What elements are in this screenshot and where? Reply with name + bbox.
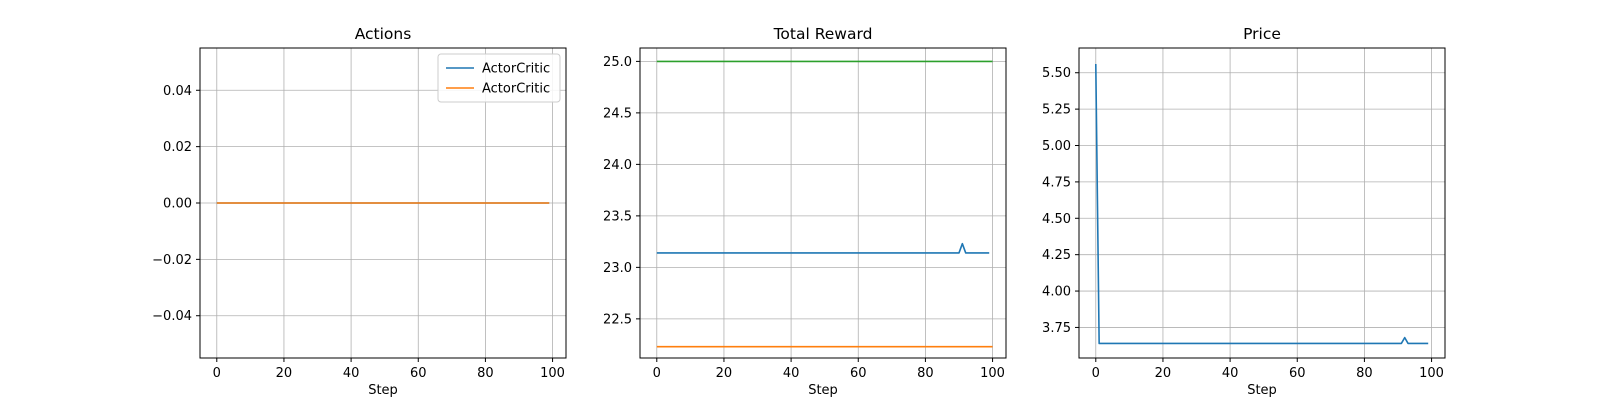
y-tick-label: 5.00 [1042, 139, 1071, 154]
chart-panels: 0 20 40 60 80 100 −0.04 −0.02 0.00 0.02 0.04 Action… [152, 25, 1446, 398]
x-tick-label: 100 [540, 366, 565, 381]
y-tick-label: 24.5 [603, 106, 632, 121]
x-axis-label: Step [1247, 383, 1277, 398]
y-tick-label: −0.02 [152, 253, 192, 268]
x-tick-label: 20 [276, 366, 293, 381]
x-tick-label: 40 [343, 366, 360, 381]
x-axis-label: Step [808, 383, 838, 398]
y-tick-label: 4.00 [1042, 285, 1071, 300]
y-tick-label: 4.75 [1042, 175, 1071, 190]
y-tick-label: 24.0 [603, 158, 632, 173]
y-tick-label: 0.04 [163, 84, 192, 99]
series-line [1094, 64, 1429, 345]
chart-title: Total Reward [773, 25, 873, 43]
series-line [656, 242, 990, 254]
x-tick-label: 0 [653, 366, 661, 381]
chart-title: Price [1243, 25, 1281, 43]
x-tick-label: 0 [213, 366, 221, 381]
x-tick-label: 0 [1092, 366, 1100, 381]
plot-frame [1078, 47, 1446, 359]
x-tick-label: 20 [716, 366, 733, 381]
x-tick-label: 60 [1289, 366, 1306, 381]
y-tick-label: 23.5 [603, 209, 632, 224]
y-tick-label: 25.0 [603, 55, 632, 70]
x-tick-label: 20 [1155, 366, 1172, 381]
x-tick-label: 100 [1419, 366, 1444, 381]
x-tick-label: 40 [783, 366, 800, 381]
x-tick-label: 60 [850, 366, 867, 381]
legend-box [437, 53, 561, 103]
x-tick-label: 60 [410, 366, 427, 381]
x-axis-label: Step [368, 383, 398, 398]
y-tick-label: 3.75 [1042, 321, 1071, 336]
chart-title: Actions [355, 25, 412, 43]
chart-total-reward: 0 20 40 60 80 100 22.5 23.0 23.5 24.0 24.5 25.0 Tota… [603, 25, 1007, 398]
chart-price: 0 20 40 60 80 100 3.75 4.00 4.25 4.50 4.75 5.00 5.25… [1042, 25, 1446, 398]
plot-frame [639, 47, 1007, 359]
x-tick-label: 100 [980, 366, 1005, 381]
y-tick-label: −0.04 [152, 309, 192, 324]
legend: ActorCritic ActorCritic [437, 53, 561, 103]
y-tick-label: 5.50 [1042, 66, 1071, 81]
x-tick-label: 40 [1222, 366, 1239, 381]
legend-label: ActorCritic [482, 62, 550, 77]
y-tick-label: 4.50 [1042, 212, 1071, 227]
y-tick-label: 22.5 [603, 312, 632, 327]
y-tick-label: 23.0 [603, 261, 632, 276]
y-tick-label: 4.25 [1042, 248, 1071, 263]
legend-label: ActorCritic [482, 82, 550, 97]
y-tick-label: 5.25 [1042, 103, 1071, 118]
y-tick-label: 0.02 [163, 140, 192, 155]
chart-actions: 0 20 40 60 80 100 −0.04 −0.02 0.00 0.02 0.04 Action… [152, 25, 567, 398]
y-tick-label: 0.00 [163, 197, 192, 212]
x-tick-label: 80 [1356, 366, 1373, 381]
x-tick-label: 80 [917, 366, 934, 381]
x-tick-label: 80 [477, 366, 494, 381]
